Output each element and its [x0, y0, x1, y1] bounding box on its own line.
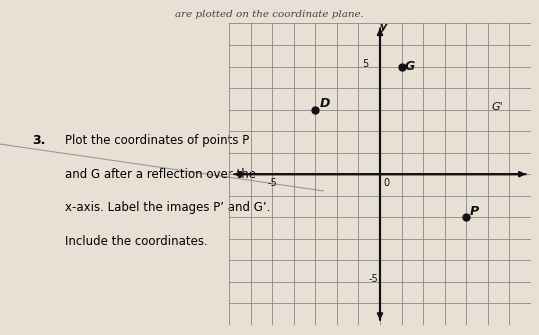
- Text: -5: -5: [267, 178, 277, 188]
- Text: 0: 0: [383, 178, 390, 188]
- Text: D: D: [320, 97, 330, 111]
- Text: and G after a reflection over the: and G after a reflection over the: [65, 168, 255, 181]
- Text: G': G': [492, 102, 503, 112]
- Text: Include the coordinates.: Include the coordinates.: [65, 234, 208, 248]
- Text: are plotted on the coordinate plane.: are plotted on the coordinate plane.: [175, 10, 364, 19]
- Text: -5: -5: [369, 274, 378, 284]
- Text: 5: 5: [362, 59, 368, 69]
- Text: 3.: 3.: [32, 134, 46, 147]
- Text: G: G: [405, 60, 415, 73]
- Text: Plot the coordinates of points P: Plot the coordinates of points P: [65, 134, 249, 147]
- Text: x-axis. Label the images P’ and G’.: x-axis. Label the images P’ and G’.: [65, 201, 270, 214]
- Text: P: P: [469, 205, 479, 218]
- Text: y: y: [380, 22, 388, 32]
